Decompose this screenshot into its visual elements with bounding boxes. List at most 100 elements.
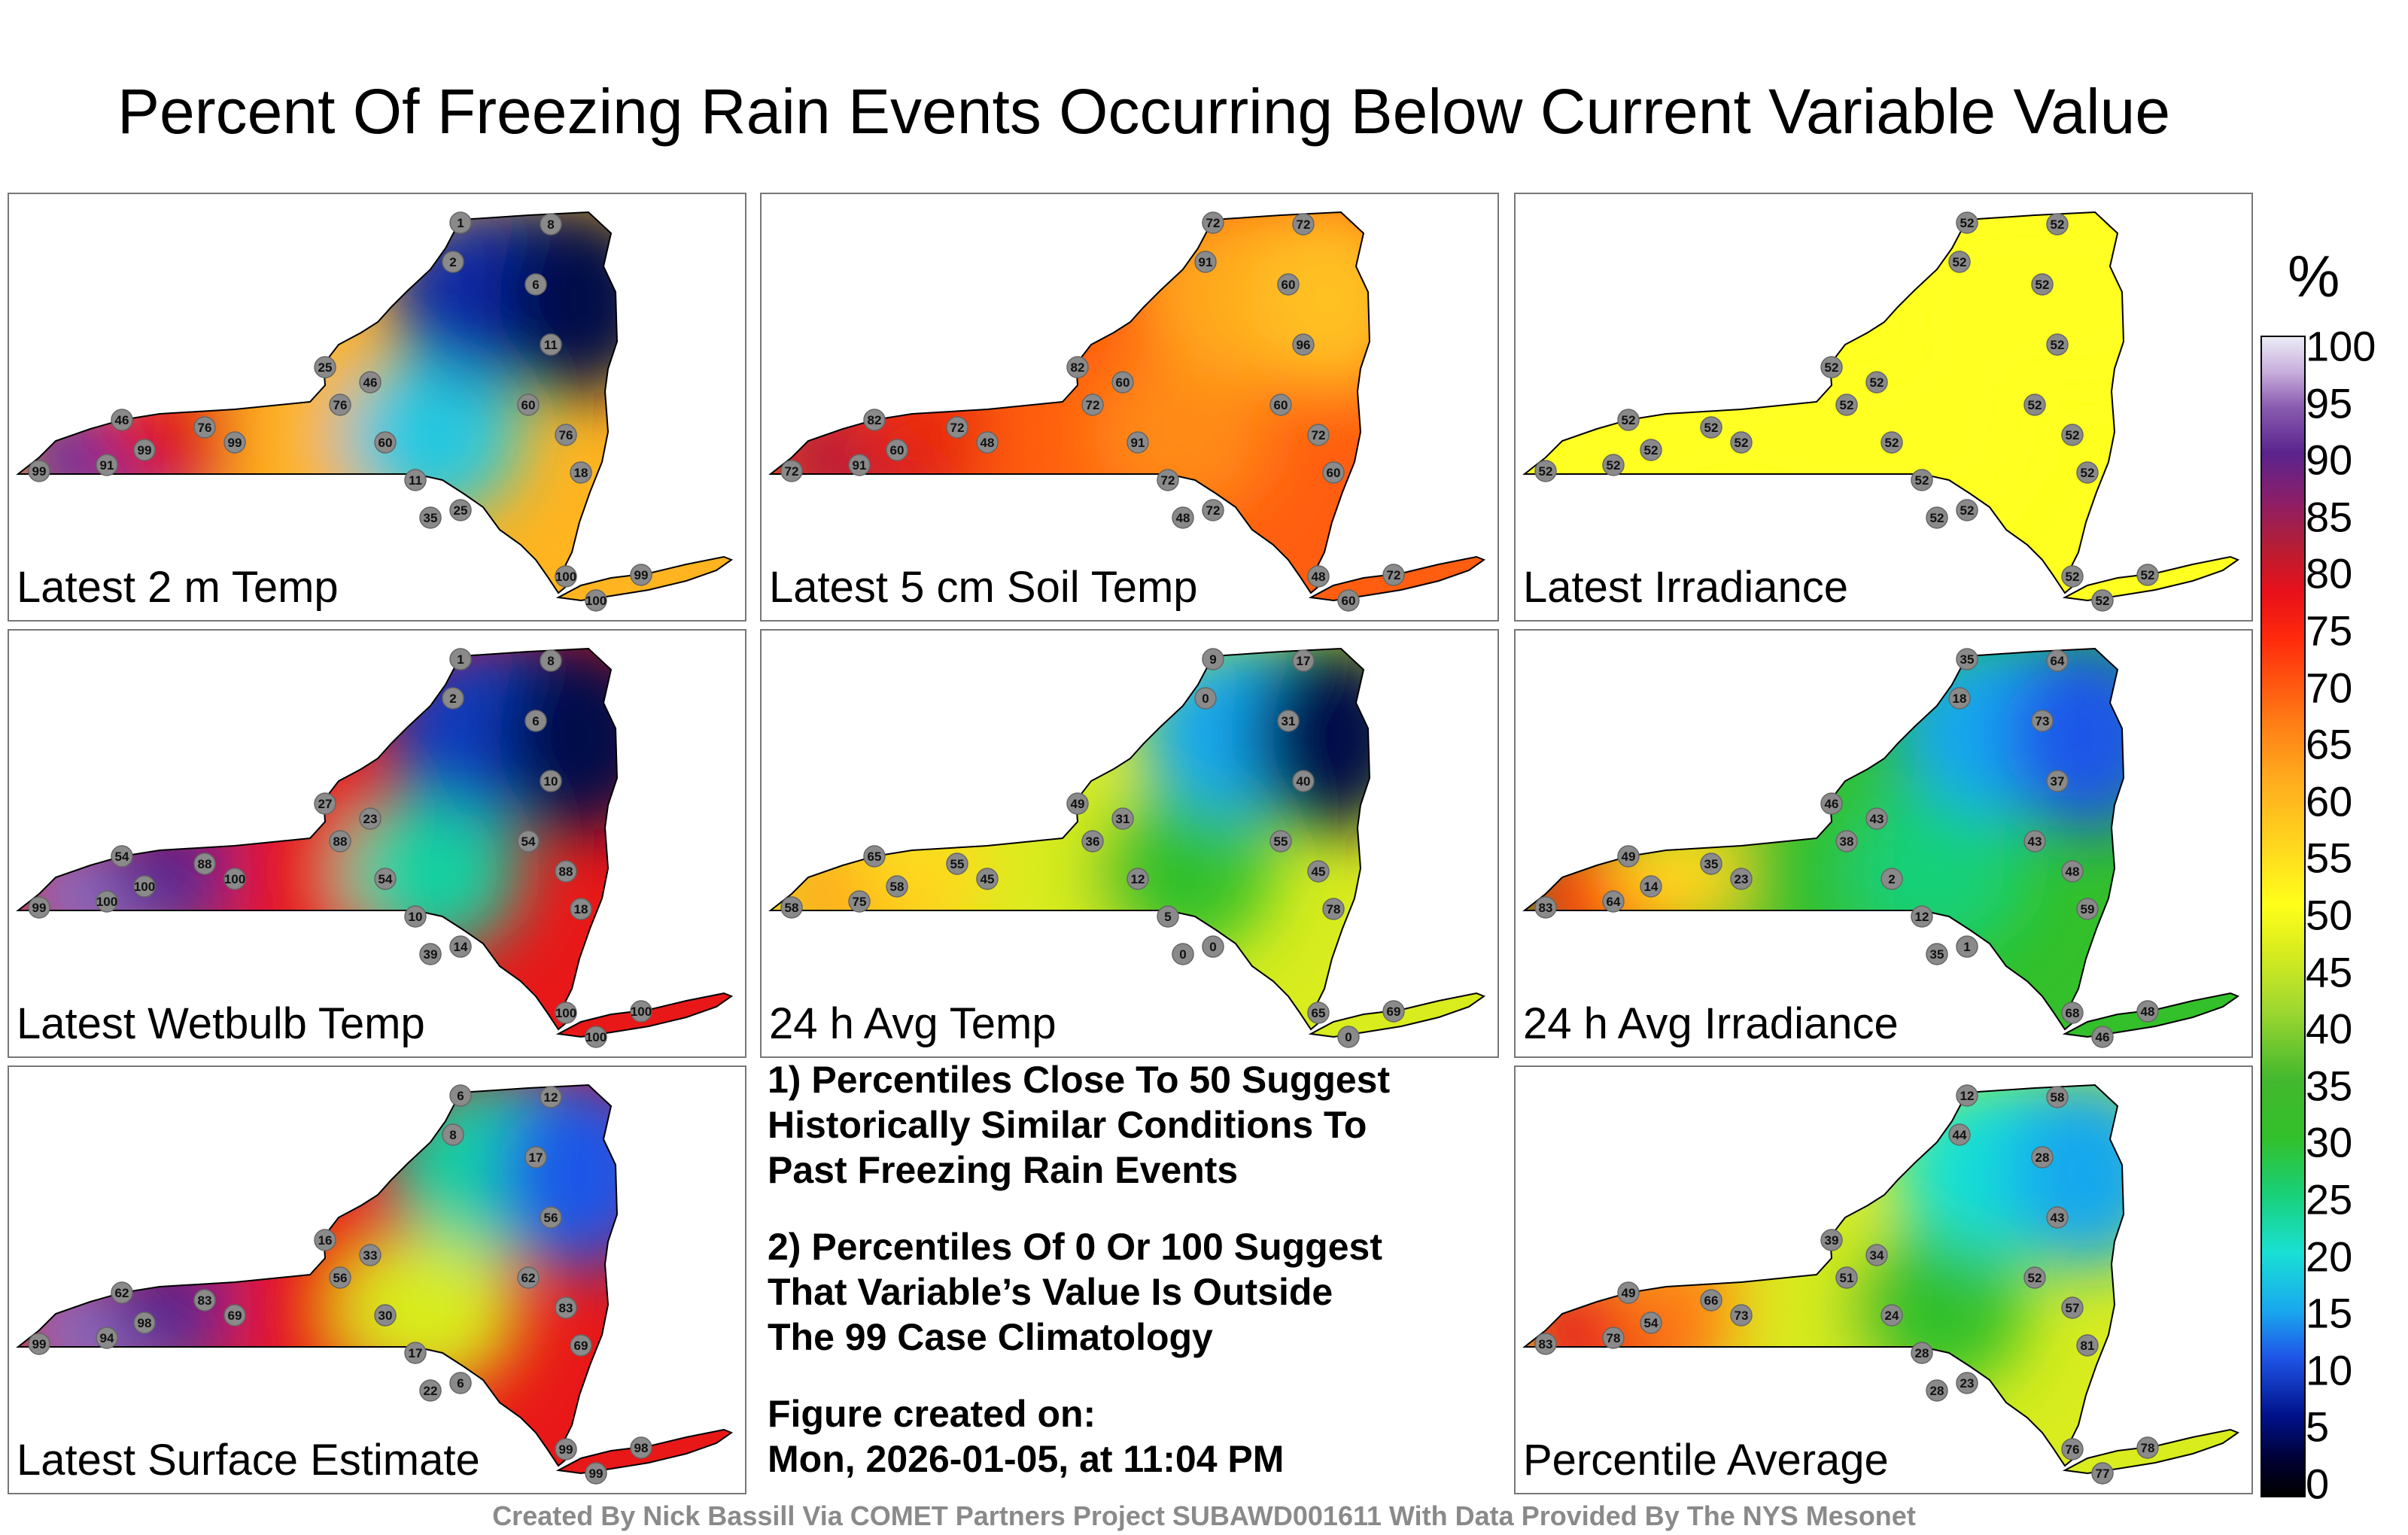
long-island-outline	[2062, 555, 2240, 602]
panel-label: 24 h Avg Irradiance	[1523, 999, 1899, 1048]
station-marker: 72	[1292, 213, 1315, 236]
station-marker: 6	[524, 710, 547, 732]
station-value: 69	[574, 1339, 588, 1353]
station-value: 57	[2066, 1301, 2080, 1315]
colorbar-tick: 100	[2306, 322, 2376, 370]
colorbar-tick: 80	[2306, 549, 2353, 597]
station-marker: 83	[1534, 896, 1557, 919]
station-marker: 43	[2023, 830, 2046, 853]
station-marker: 57	[2061, 1296, 2084, 1319]
station-value: 99	[32, 1337, 47, 1351]
notes-block: 1) Percentiles Close To 50 Suggest Histo…	[768, 1057, 1475, 1513]
station-value: 72	[1206, 503, 1221, 518]
station-value: 39	[424, 947, 438, 962]
station-marker: 73	[1730, 1304, 1753, 1327]
station-value: 10	[544, 774, 558, 789]
station-marker: 1	[449, 211, 472, 234]
station-value: 17	[529, 1150, 543, 1165]
station-marker: 39	[1820, 1229, 1843, 1251]
station-marker: 36	[1081, 830, 1104, 853]
station-marker: 81	[2076, 1334, 2099, 1357]
station-value: 55	[1274, 834, 1288, 849]
station-marker: 98	[133, 1312, 156, 1334]
map-fill	[1525, 212, 2238, 600]
station-value: 99	[32, 464, 47, 479]
note-1: 1) Percentiles Close To 50 Suggest Histo…	[768, 1057, 1475, 1193]
station-value: 68	[2066, 1006, 2080, 1020]
station-marker: 30	[374, 1304, 397, 1327]
map-panel-5: 58 75 65 58 55 45 49 36 31 12 5 0 0 0 9 31 17 40 55 45 78 65 6…	[760, 629, 1499, 1058]
station-value: 23	[1735, 872, 1749, 886]
station-marker: 5	[1157, 905, 1179, 928]
station-value: 38	[1840, 834, 1854, 849]
station-value: 28	[1930, 1384, 1944, 1398]
map-fill	[18, 649, 731, 1037]
state-map: 83 78 49 54 66 73 39 51 34 24 28 28 23 44 12 28 58 43 52 57…	[1522, 1084, 2240, 1485]
station-value: 1	[457, 216, 464, 230]
station-marker: 83	[555, 1296, 577, 1319]
station-marker: 49	[1617, 1281, 1640, 1304]
station-value: 100	[96, 895, 117, 909]
station-marker: 91	[96, 454, 118, 476]
station-marker: 99	[585, 1462, 607, 1485]
station-value: 78	[2141, 1441, 2155, 1455]
station-value: 94	[100, 1331, 114, 1345]
station-value: 64	[2051, 654, 2065, 668]
colorbar-tick: 55	[2306, 834, 2353, 882]
station-marker: 17	[404, 1342, 427, 1364]
long-island-outline	[555, 992, 734, 1038]
station-marker: 52	[1700, 416, 1722, 439]
station-marker: 12	[1911, 905, 1933, 928]
station-marker: 60	[1269, 394, 1292, 416]
station-marker: 99	[28, 896, 50, 919]
station-marker: 72	[1081, 394, 1104, 416]
station-marker: 60	[1322, 461, 1345, 484]
station-marker: 55	[1269, 830, 1292, 853]
station-value: 12	[1131, 872, 1145, 886]
note-line: 1) Percentiles Close To 50 Suggest	[768, 1059, 1391, 1101]
station-marker: 82	[1066, 356, 1089, 378]
station-value: 52	[1539, 464, 1553, 479]
station-value: 83	[1539, 1337, 1553, 1351]
station-marker: 60	[517, 394, 540, 416]
station-value: 33	[363, 1248, 378, 1263]
station-value: 35	[1930, 947, 1944, 962]
station-value: 88	[333, 834, 348, 849]
station-value: 91	[1131, 436, 1145, 450]
station-value: 100	[224, 872, 245, 886]
station-marker: 83	[193, 1289, 216, 1312]
station-marker: 14	[449, 935, 472, 958]
station-marker: 52	[2136, 564, 2159, 586]
station-value: 60	[1274, 398, 1288, 412]
station-value: 72	[1206, 216, 1221, 230]
station-value: 83	[198, 1293, 212, 1308]
station-value: 8	[547, 654, 554, 668]
station-value: 73	[2036, 714, 2050, 728]
station-marker: 48	[1307, 565, 1330, 588]
colorbar-tick: 75	[2306, 606, 2353, 655]
station-marker: 69	[223, 1304, 246, 1327]
station-value: 45	[1312, 865, 1326, 879]
map-fill	[18, 1085, 731, 1473]
station-value: 11	[544, 338, 558, 352]
station-marker: 31	[1111, 807, 1134, 830]
station-value: 69	[228, 1309, 242, 1323]
colorbar-tick: 45	[2306, 948, 2353, 996]
panel-label: Percentile Average	[1523, 1436, 1889, 1485]
station-marker: 23	[359, 807, 382, 830]
station-marker: 45	[976, 868, 999, 890]
station-value: 43	[2028, 834, 2042, 849]
station-marker: 76	[2061, 1438, 2084, 1461]
station-marker: 99	[223, 431, 246, 454]
station-marker: 100	[555, 565, 577, 588]
station-value: 52	[2028, 398, 2042, 412]
station-value: 99	[228, 436, 242, 450]
map-fill	[1525, 1085, 2238, 1473]
station-value: 52	[2051, 338, 2065, 352]
station-value: 54	[1644, 1316, 1659, 1330]
station-value: 25	[454, 503, 468, 518]
station-value: 59	[2081, 902, 2095, 916]
station-marker: 14	[1640, 875, 1662, 898]
station-value: 46	[1825, 797, 1839, 811]
note-line: Past Freezing Rain Events	[768, 1149, 1239, 1191]
